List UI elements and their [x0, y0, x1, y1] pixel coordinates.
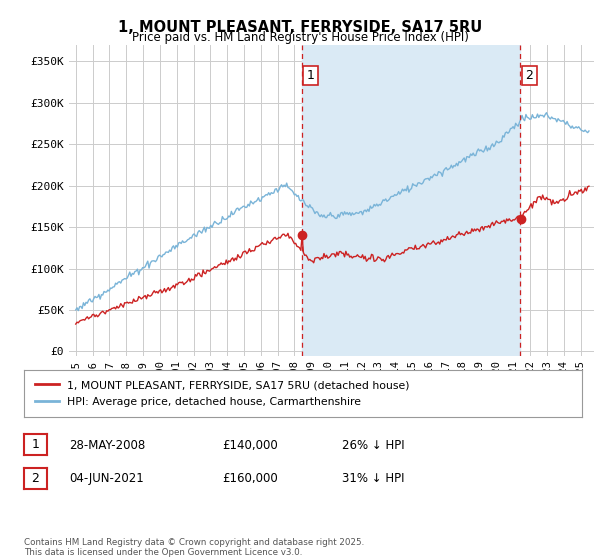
Text: 1: 1 — [31, 438, 40, 451]
Text: 1, MOUNT PLEASANT, FERRYSIDE, SA17 5RU: 1, MOUNT PLEASANT, FERRYSIDE, SA17 5RU — [118, 20, 482, 35]
Text: 1: 1 — [307, 69, 314, 82]
Text: 28-MAY-2008: 28-MAY-2008 — [69, 438, 145, 452]
Text: £160,000: £160,000 — [222, 472, 278, 486]
Text: 04-JUN-2021: 04-JUN-2021 — [69, 472, 144, 486]
Text: Contains HM Land Registry data © Crown copyright and database right 2025.
This d: Contains HM Land Registry data © Crown c… — [24, 538, 364, 557]
Text: £140,000: £140,000 — [222, 438, 278, 452]
Text: 31% ↓ HPI: 31% ↓ HPI — [342, 472, 404, 486]
Text: 26% ↓ HPI: 26% ↓ HPI — [342, 438, 404, 452]
Text: 2: 2 — [31, 472, 40, 485]
Text: Price paid vs. HM Land Registry's House Price Index (HPI): Price paid vs. HM Land Registry's House … — [131, 31, 469, 44]
Legend: 1, MOUNT PLEASANT, FERRYSIDE, SA17 5RU (detached house), HPI: Average price, det: 1, MOUNT PLEASANT, FERRYSIDE, SA17 5RU (… — [29, 375, 415, 412]
Bar — [302, 45, 520, 356]
Text: 2: 2 — [526, 69, 533, 82]
